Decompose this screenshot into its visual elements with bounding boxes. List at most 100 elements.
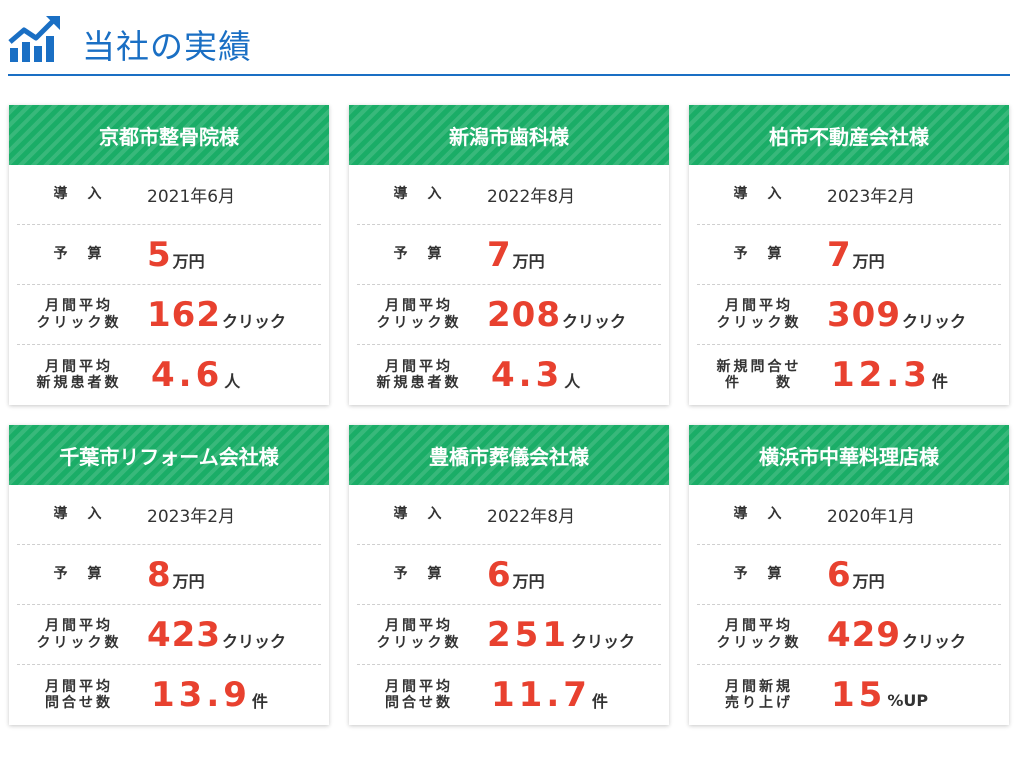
row-budget: 予 算 6 万円 xyxy=(697,545,1001,605)
row-unit: クリック xyxy=(561,311,626,331)
result-card: 千葉市リフォーム会社様 導 入 2023年2月 予 算 8 万円 月間平均 クリッ… xyxy=(9,425,329,725)
row-label: 月間平均 新規患者数 xyxy=(376,358,462,391)
row-label: 予 算 xyxy=(53,566,105,583)
row-label: 導 入 xyxy=(393,186,445,203)
row-value: 4.6 xyxy=(151,355,224,395)
row-label: 月間平均 問合せ数 xyxy=(45,678,113,711)
row-value: 2022年8月 xyxy=(487,187,576,207)
row-value: 2020年1月 xyxy=(827,507,916,527)
row-unit: クリック xyxy=(221,631,286,651)
card-title: 横浜市中華料理店様 xyxy=(689,425,1009,485)
row-value: 7 xyxy=(487,234,512,275)
row-value: 6 xyxy=(827,554,852,595)
row-label: 月間平均 クリック数 xyxy=(36,298,122,331)
row-value: 8 xyxy=(147,554,172,595)
row-clicks: 月間平均 クリック数 208 クリック xyxy=(357,285,661,345)
card-title: 豊橋市葬儀会社様 xyxy=(349,425,669,485)
chart-growth-icon xyxy=(8,16,60,62)
row-label: 予 算 xyxy=(393,566,445,583)
row-label: 導 入 xyxy=(733,186,785,203)
row-clicks: 月間平均 クリック数 309 クリック xyxy=(697,285,1001,345)
result-card: 京都市整骨院様 導 入 2021年6月 予 算 5 万円 月間平均 クリック数 1… xyxy=(9,105,329,405)
row-clicks: 月間平均 クリック数 423 クリック xyxy=(17,605,321,665)
row-unit: 万円 xyxy=(172,571,205,591)
row-label: 月間平均 新規患者数 xyxy=(36,358,122,391)
row-value: 162 xyxy=(147,294,221,335)
row-value: 4.3 xyxy=(491,355,564,395)
row-label: 月間平均 問合せ数 xyxy=(385,678,453,711)
card-title: 新潟市歯科様 xyxy=(349,105,669,165)
row-label: 月間平均 クリック数 xyxy=(716,618,802,651)
row-introduced: 導 入 2020年1月 xyxy=(697,485,1001,545)
row-value: 423 xyxy=(147,614,221,655)
row-result: 月間新規 売り上げ 15 %UP xyxy=(697,665,1001,725)
row-value: 2023年2月 xyxy=(827,187,916,207)
row-clicks: 月間平均 クリック数 162 クリック xyxy=(17,285,321,345)
row-unit: クリック xyxy=(221,311,286,331)
row-result: 月間平均 新規患者数 4.3 人 xyxy=(357,345,661,405)
row-value: 309 xyxy=(827,294,901,335)
result-card: 新潟市歯科様 導 入 2022年8月 予 算 7 万円 月間平均 クリック数 20… xyxy=(349,105,669,405)
result-card: 豊橋市葬儀会社様 導 入 2022年8月 予 算 6 万円 月間平均 クリック数 … xyxy=(349,425,669,725)
row-unit: 万円 xyxy=(852,251,885,271)
result-card: 横浜市中華料理店様 導 入 2020年1月 予 算 6 万円 月間平均 クリック数… xyxy=(689,425,1009,725)
row-label: 導 入 xyxy=(733,506,785,523)
row-introduced: 導 入 2023年2月 xyxy=(697,165,1001,225)
row-value: 2021年6月 xyxy=(147,187,236,207)
row-clicks: 月間平均 クリック数 429 クリック xyxy=(697,605,1001,665)
row-value: 251 xyxy=(487,614,570,655)
row-value: 5 xyxy=(147,234,172,275)
row-unit: 万円 xyxy=(852,571,885,591)
row-label: 月間平均 クリック数 xyxy=(716,298,802,331)
row-budget: 予 算 8 万円 xyxy=(17,545,321,605)
row-result: 月間平均 新規患者数 4.6 人 xyxy=(17,345,321,405)
row-result: 新規問合せ 件 数 12.3 件 xyxy=(697,345,1001,405)
row-unit: 件 xyxy=(251,692,268,711)
row-label: 導 入 xyxy=(393,506,445,523)
row-value: 7 xyxy=(827,234,852,275)
row-value: 13.9 xyxy=(151,675,251,715)
row-value: 11.7 xyxy=(491,675,591,715)
row-label: 導 入 xyxy=(53,506,105,523)
row-introduced: 導 入 2022年8月 xyxy=(357,165,661,225)
row-unit: 万円 xyxy=(512,251,545,271)
row-value: 12.3 xyxy=(831,355,931,395)
row-label: 月間平均 クリック数 xyxy=(36,618,122,651)
card-title: 柏市不動産会社様 xyxy=(689,105,1009,165)
row-unit: クリック xyxy=(570,631,635,651)
row-unit: 件 xyxy=(931,372,948,391)
page-title: 当社の実績 xyxy=(82,27,252,66)
row-value: 6 xyxy=(487,554,512,595)
row-budget: 予 算 7 万円 xyxy=(357,225,661,285)
row-unit: 人 xyxy=(564,372,581,391)
card-title: 千葉市リフォーム会社様 xyxy=(9,425,329,485)
row-value: 2022年8月 xyxy=(487,507,576,527)
row-value: 429 xyxy=(827,614,901,655)
card-title: 京都市整骨院様 xyxy=(9,105,329,165)
row-unit: クリック xyxy=(901,311,966,331)
row-value: 208 xyxy=(487,294,561,335)
page-header: 当社の実績 xyxy=(8,12,1010,76)
row-label: 新規問合せ 件 数 xyxy=(716,358,802,391)
row-introduced: 導 入 2023年2月 xyxy=(17,485,321,545)
row-unit: 人 xyxy=(224,372,241,391)
result-card: 柏市不動産会社様 導 入 2023年2月 予 算 7 万円 月間平均 クリック数 … xyxy=(689,105,1009,405)
row-label: 月間新規 売り上げ xyxy=(725,678,793,711)
row-introduced: 導 入 2021年6月 xyxy=(17,165,321,225)
row-unit: 万円 xyxy=(512,571,545,591)
row-unit: 件 xyxy=(591,692,608,711)
row-label: 予 算 xyxy=(53,246,105,263)
row-label: 予 算 xyxy=(393,246,445,263)
row-unit: %UP xyxy=(887,690,929,710)
row-value: 2023年2月 xyxy=(147,507,236,527)
row-label: 予 算 xyxy=(733,566,785,583)
row-label: 予 算 xyxy=(733,246,785,263)
row-result: 月間平均 問合せ数 11.7 件 xyxy=(357,665,661,725)
row-result: 月間平均 問合せ数 13.9 件 xyxy=(17,665,321,725)
row-unit: クリック xyxy=(901,631,966,651)
row-budget: 予 算 5 万円 xyxy=(17,225,321,285)
row-introduced: 導 入 2022年8月 xyxy=(357,485,661,545)
row-unit: 万円 xyxy=(172,251,205,271)
row-label: 月間平均 クリック数 xyxy=(376,298,462,331)
row-budget: 予 算 6 万円 xyxy=(357,545,661,605)
